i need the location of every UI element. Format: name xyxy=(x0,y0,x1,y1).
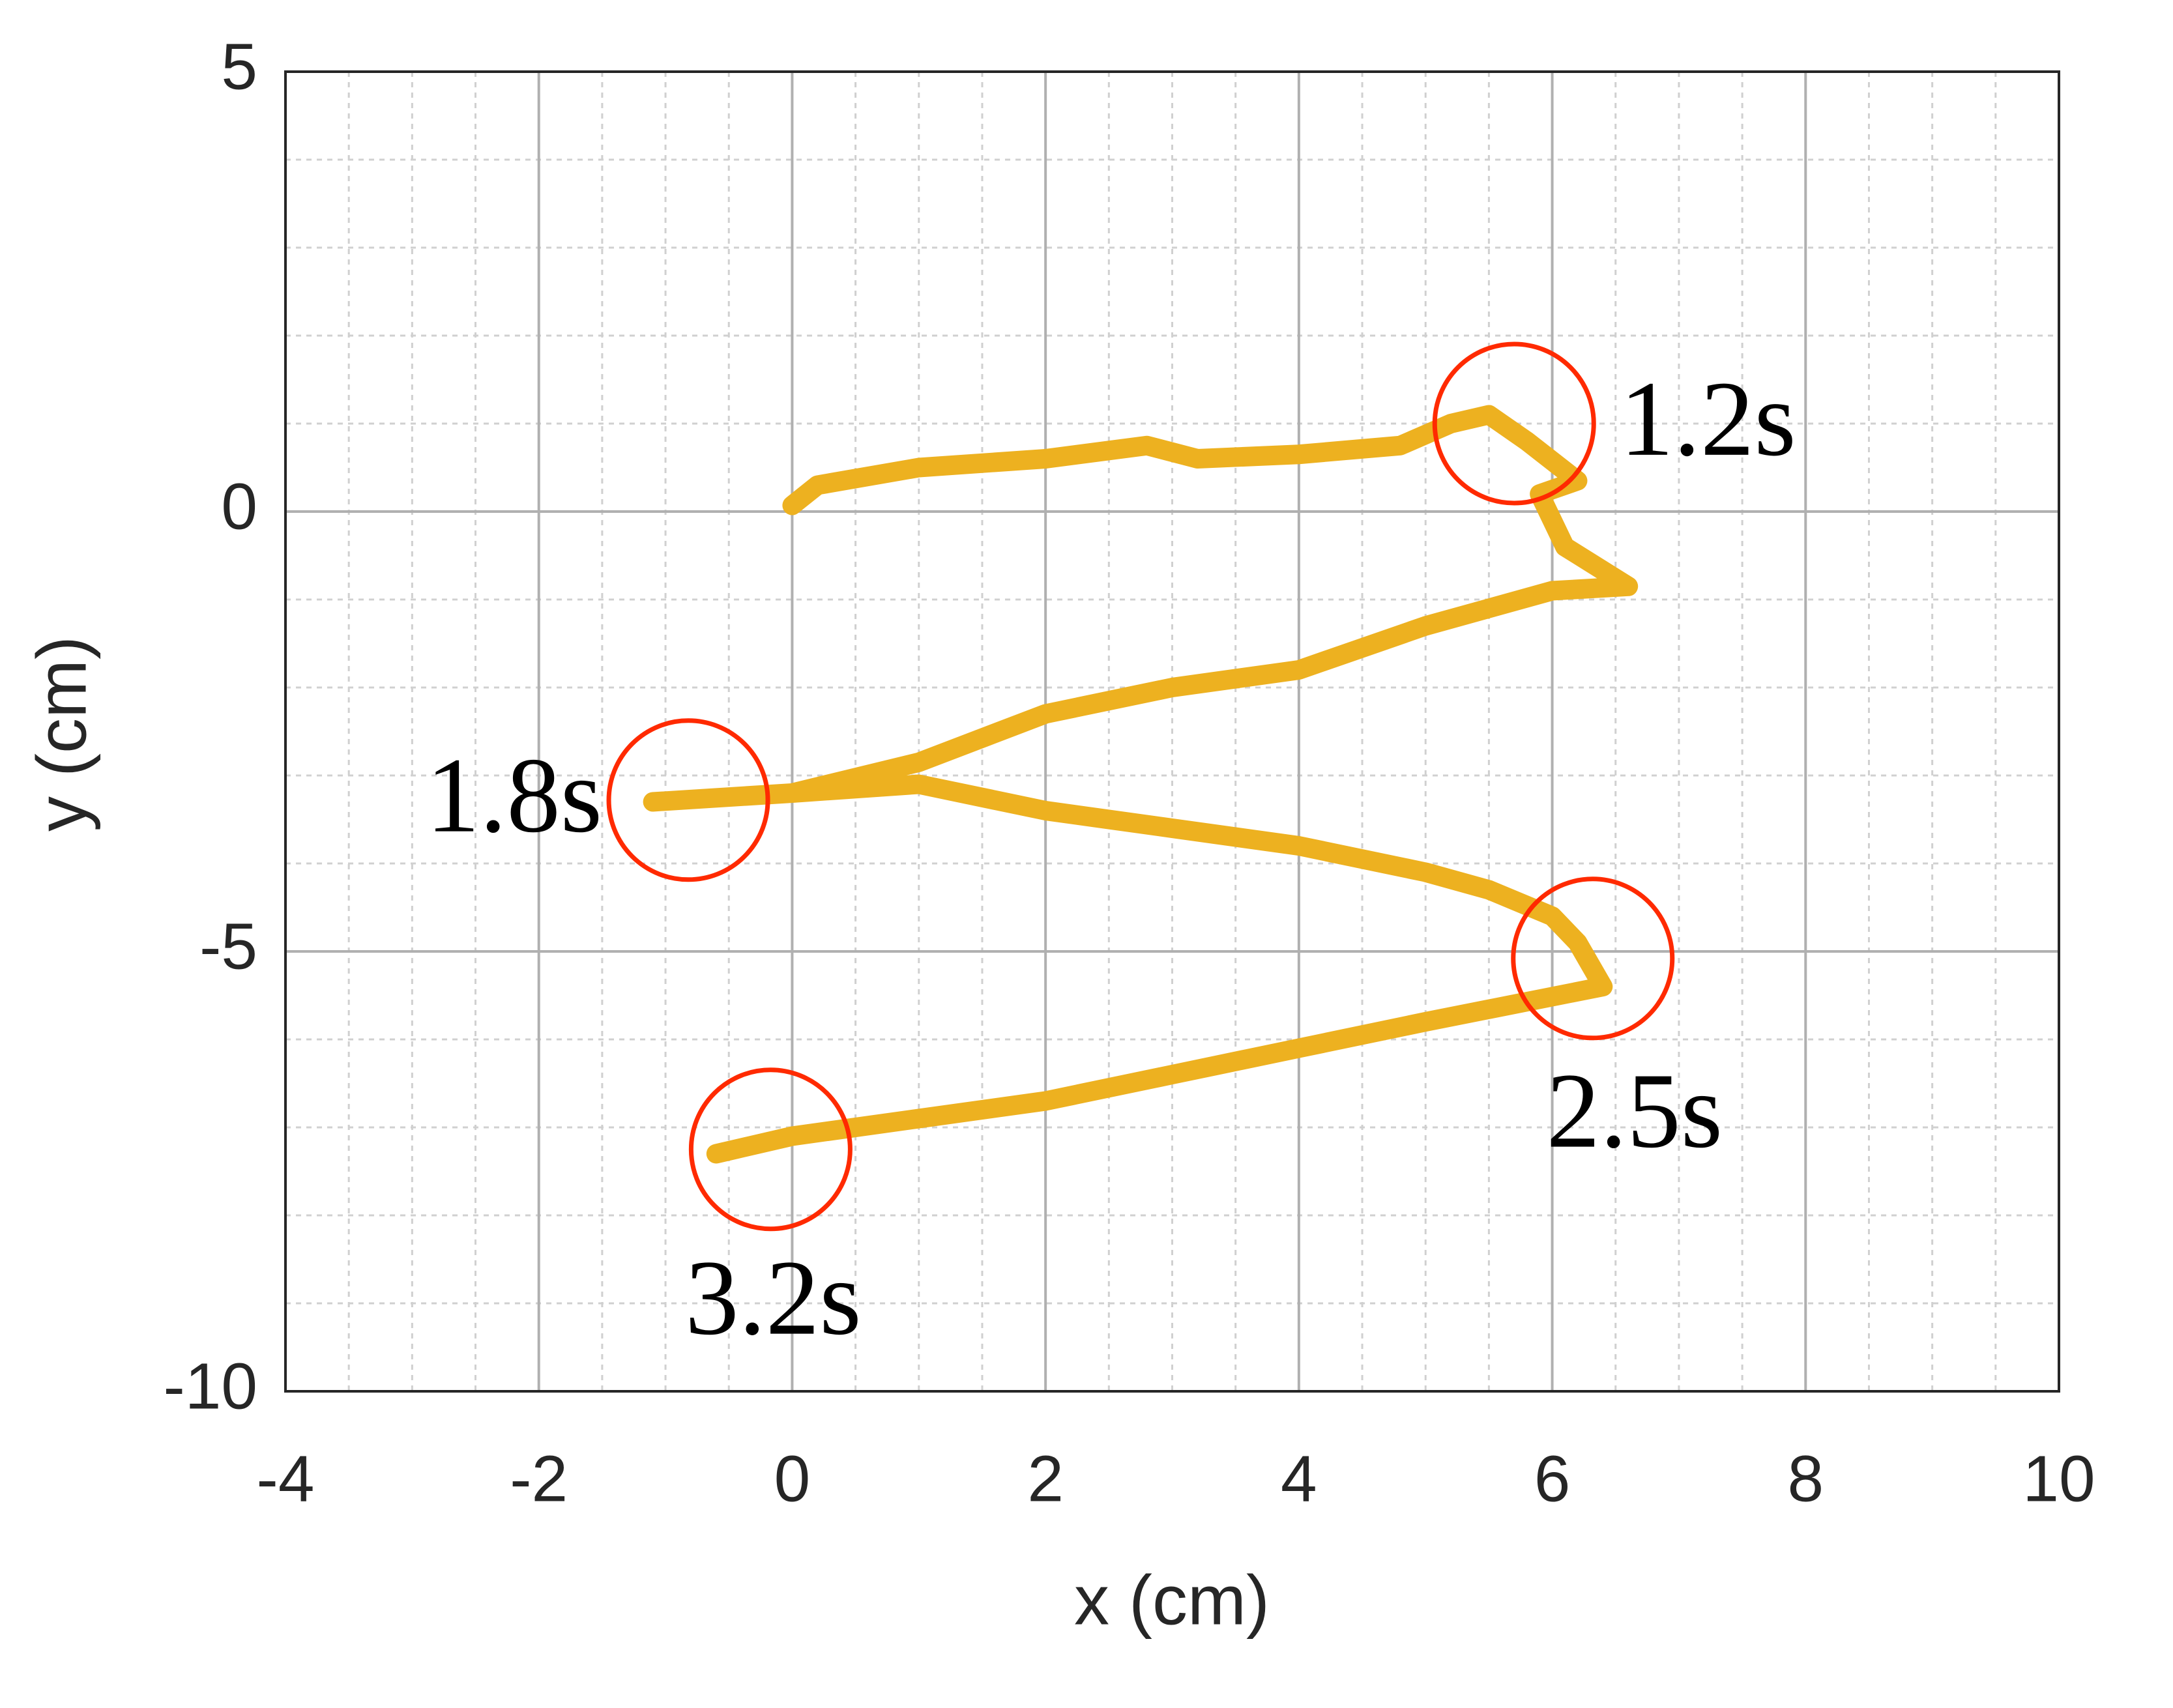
x-tick-label: 6 xyxy=(1534,1442,1571,1515)
x-tick-label: 8 xyxy=(1787,1442,1824,1515)
annotation-label: 1.2s xyxy=(1620,359,1796,478)
y-axis-label: y (cm) xyxy=(22,636,101,832)
y-tick-label: 0 xyxy=(221,470,257,543)
x-axis-label: x (cm) xyxy=(1074,1561,1270,1640)
annotation-circle xyxy=(1511,876,1675,1041)
annotation-label: 2.5s xyxy=(1547,1051,1723,1170)
annotation-label: 1.8s xyxy=(426,736,602,855)
annotation-circle xyxy=(1432,341,1596,506)
x-tick-label: 4 xyxy=(1281,1442,1317,1515)
y-tick-label: 5 xyxy=(221,30,257,103)
annotation-circle xyxy=(688,1067,853,1232)
annotation-circle xyxy=(606,718,770,882)
y-tick-label: -10 xyxy=(163,1350,257,1423)
y-tick-label: -5 xyxy=(199,910,257,983)
trajectory xyxy=(643,405,1639,1164)
x-tick-label: 0 xyxy=(774,1442,811,1515)
plot-frame xyxy=(284,70,2060,1393)
x-tick-label: -2 xyxy=(510,1442,568,1515)
x-tick-label: -4 xyxy=(257,1442,315,1515)
x-tick-label: 2 xyxy=(1027,1442,1064,1515)
x-tick-label: 10 xyxy=(2022,1442,2095,1515)
annotation-label: 3.2s xyxy=(685,1238,861,1357)
